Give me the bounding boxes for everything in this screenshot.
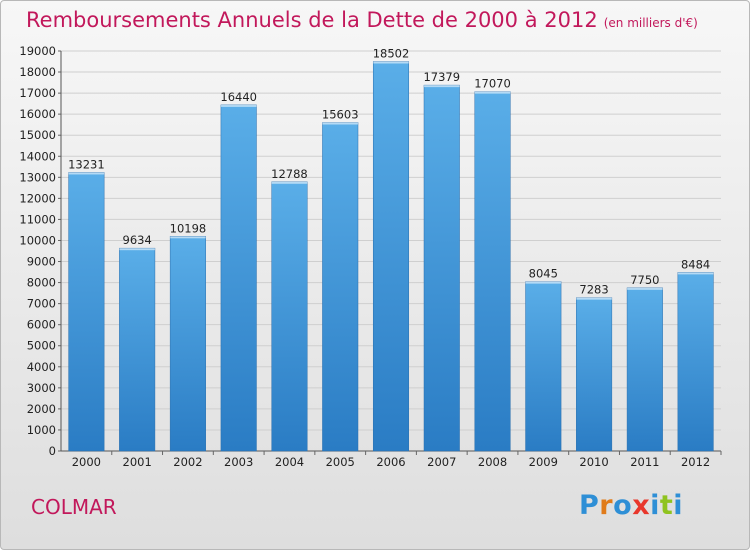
y-tick-label: 3000 bbox=[27, 381, 56, 395]
y-tick-label: 5000 bbox=[27, 339, 56, 353]
bar-highlight bbox=[627, 287, 663, 290]
chart-title-text: Remboursements Annuels de la Dette de 20… bbox=[26, 8, 598, 32]
chart-subtitle: (en milliers d'€) bbox=[603, 16, 698, 30]
y-tick-label: 17000 bbox=[19, 86, 56, 100]
x-tick-label: 2008 bbox=[478, 455, 507, 469]
bar-highlight bbox=[677, 272, 714, 275]
bar-2005 bbox=[322, 122, 359, 452]
value-label: 13231 bbox=[68, 157, 105, 171]
x-tick-label: 2012 bbox=[681, 455, 710, 469]
value-label: 10198 bbox=[170, 221, 207, 235]
y-tick-label: 14000 bbox=[19, 149, 56, 163]
bar-highlight bbox=[525, 281, 562, 284]
bar-2004 bbox=[271, 181, 308, 452]
logo-letter: i bbox=[650, 490, 660, 521]
value-label: 17379 bbox=[423, 70, 460, 84]
chart-title: Remboursements Annuels de la Dette de 20… bbox=[26, 8, 698, 32]
bar-2000 bbox=[68, 172, 105, 452]
bar-highlight bbox=[271, 181, 308, 184]
value-label: 7283 bbox=[579, 283, 608, 297]
bar-highlight bbox=[220, 104, 257, 107]
bar-2006 bbox=[372, 61, 410, 452]
y-tick-label: 4000 bbox=[27, 360, 56, 374]
bar-2003 bbox=[220, 104, 257, 452]
bar-highlight bbox=[119, 248, 155, 251]
y-tick-label: 1000 bbox=[27, 423, 56, 437]
y-tick-label: 19000 bbox=[19, 44, 56, 58]
x-tick-label: 2009 bbox=[529, 455, 558, 469]
bar-2009 bbox=[525, 281, 562, 452]
y-tick-label: 9000 bbox=[27, 255, 56, 269]
value-label: 18502 bbox=[373, 46, 410, 60]
y-tick-label: 2000 bbox=[27, 402, 56, 416]
value-label: 12788 bbox=[271, 167, 308, 181]
y-tick-label: 16000 bbox=[19, 107, 56, 121]
value-label: 8045 bbox=[529, 267, 558, 281]
bar-2008 bbox=[474, 91, 511, 452]
logo-letter: o bbox=[613, 490, 633, 521]
value-label: 15603 bbox=[322, 108, 359, 122]
city-name: COLMAR bbox=[31, 495, 117, 519]
bar-2010 bbox=[576, 297, 613, 452]
y-tick-label: 7000 bbox=[27, 297, 56, 311]
y-tick-label: 10000 bbox=[19, 233, 56, 247]
bar-highlight bbox=[68, 172, 105, 175]
bar-highlight bbox=[373, 61, 409, 64]
y-tick-label: 8000 bbox=[27, 276, 56, 290]
x-tick-label: 2002 bbox=[173, 455, 202, 469]
bar-highlight bbox=[170, 236, 206, 239]
x-tick-label: 2010 bbox=[579, 455, 608, 469]
labels: 0 1000 2000 3000 4000 5000 6000 7000 8000 9000 100… bbox=[19, 44, 710, 469]
x-tick-label: 2007 bbox=[427, 455, 456, 469]
x-tick-label: 2006 bbox=[376, 455, 405, 469]
value-label: 8484 bbox=[681, 257, 710, 271]
x-tick-label: 2001 bbox=[123, 455, 152, 469]
bar-highlight bbox=[576, 297, 612, 300]
proxiti-logo: Proxiti bbox=[579, 490, 683, 521]
bar-highlight bbox=[474, 91, 511, 94]
value-label: 16440 bbox=[220, 90, 257, 104]
y-tick-label: 15000 bbox=[19, 128, 56, 142]
bars bbox=[68, 61, 714, 452]
bar-2007 bbox=[423, 84, 460, 452]
x-tick-label: 2004 bbox=[275, 455, 304, 469]
logo-letter: i bbox=[673, 490, 684, 521]
logo-letter: x bbox=[632, 490, 651, 521]
value-label: 7750 bbox=[630, 273, 659, 287]
y-tick-label: 12000 bbox=[19, 191, 56, 205]
y-tick-label: 18000 bbox=[19, 65, 56, 79]
y-tick-label: 6000 bbox=[27, 318, 56, 332]
x-tick-label: 2003 bbox=[224, 455, 253, 469]
bar-2001 bbox=[119, 247, 156, 452]
y-tick-label: 0 bbox=[49, 444, 56, 458]
logo-letter: P bbox=[579, 490, 600, 521]
x-tick-label: 2000 bbox=[72, 455, 101, 469]
bar-highlight bbox=[322, 122, 358, 125]
y-tick-label: 13000 bbox=[19, 170, 56, 184]
bar-2012 bbox=[677, 272, 714, 452]
value-label: 9634 bbox=[123, 233, 152, 247]
logo-letter: r bbox=[599, 490, 614, 521]
value-label: 17070 bbox=[474, 77, 511, 91]
bar-2002 bbox=[169, 236, 206, 452]
y-tick-label: 11000 bbox=[19, 212, 56, 226]
x-tick-label: 2005 bbox=[326, 455, 355, 469]
logo-letter: t bbox=[659, 490, 674, 521]
bar-2011 bbox=[626, 287, 663, 452]
bar-highlight bbox=[424, 85, 460, 88]
x-tick-label: 2011 bbox=[630, 455, 659, 469]
